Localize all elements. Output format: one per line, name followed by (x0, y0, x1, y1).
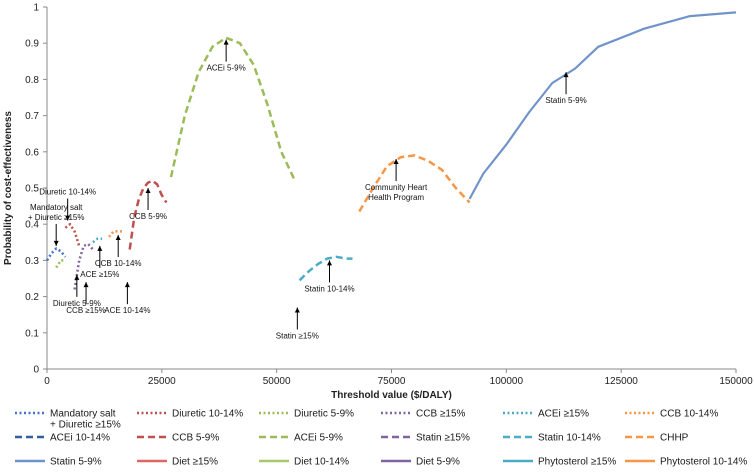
legend-label-16: Phytosterol ≥15% (538, 457, 616, 468)
y-tick-label: 0.2 (25, 292, 39, 303)
series-line-2 (55, 259, 66, 269)
y-tick-label: 0.1 (25, 328, 39, 339)
annotation-arrowhead (97, 245, 103, 251)
annotation-label: Diuretic 10-14% (39, 188, 96, 197)
legend-label-1: Diuretic 10-14% (172, 409, 243, 420)
series-line-0 (45, 247, 67, 262)
series-line-1 (64, 222, 81, 247)
annotation-arrowhead (83, 282, 89, 288)
y-tick-label: 0.3 (25, 256, 39, 267)
x-tick-label: 150000 (719, 376, 753, 387)
annotation-label: ACE 10-14% (104, 306, 150, 315)
annotations: Mandatory salt+ Diuretic ≥15% Diuretic 10… (28, 39, 587, 340)
series-line-7 (128, 179, 168, 250)
series-layer (45, 11, 737, 290)
annotation-arrowhead (115, 235, 121, 241)
legend-label-13: Diet ≥15% (172, 457, 218, 468)
annotation-label: ACEi 5-9% (207, 64, 246, 73)
y-tick-label: 0.7 (25, 111, 39, 122)
annotation-label: ACE ≥15% (80, 270, 119, 279)
annotation-label: Community Heart (365, 183, 428, 192)
annotation-arrowhead (145, 188, 151, 193)
x-tick-label: 125000 (604, 376, 638, 387)
series-line-11 (358, 154, 471, 213)
x-axis-title: Threshold value ($/DALY) (331, 390, 452, 401)
annotation-label: CCB 10-14% (95, 259, 142, 268)
series-line-4 (92, 237, 103, 244)
y-tick-label: 0.8 (25, 75, 39, 86)
annotation-arrowhead (124, 282, 130, 288)
legend-label-7: CCB 5-9% (172, 433, 219, 444)
x-tick-label: 75000 (378, 376, 406, 387)
annotation-label: Mandatory salt (30, 203, 83, 212)
y-tick-label: 0.5 (25, 184, 39, 195)
x-tick-label: 50000 (263, 376, 291, 387)
legend-label-9: Statin ≥15% (416, 433, 470, 444)
legend-label-17: Phytosterol 10-14% (660, 457, 747, 468)
legend-label-8: ACEi 5-9% (294, 433, 343, 444)
annotation-arrowhead (74, 274, 80, 280)
series-line-8 (169, 36, 297, 182)
legend-label-10: Statin 10-14% (538, 433, 601, 444)
legend-label-3: CCB ≥15% (416, 409, 466, 420)
legend-label-0: Mandatory salt + Diuretic ≥15% (50, 409, 121, 431)
annotation-label: Statin 10-14% (304, 284, 354, 293)
annotation-label: + Diuretic ≥15% (28, 213, 85, 222)
legend-label-14: Diet 10-14% (294, 457, 349, 468)
y-axis-title: Probability of cost-effectiveness (3, 111, 14, 265)
legend-label-4: ACEi ≥15% (538, 409, 589, 420)
series-line-3 (73, 242, 94, 290)
legend-label-line: Mandatory salt (50, 409, 116, 420)
annotation-label: Statin 5-9% (545, 96, 586, 105)
annotation-label: CCB 5-9% (129, 212, 167, 221)
y-tick-label: 0.9 (25, 39, 39, 50)
legend-label-6: ACEi 10-14% (50, 433, 110, 444)
annotation-arrowhead (326, 260, 332, 266)
annotation-arrowhead (223, 39, 229, 45)
legend-label-11: CHHP (660, 433, 689, 444)
legend-label-12: Statin 5-9% (50, 457, 102, 468)
x-tick-label: 25000 (148, 376, 176, 387)
annotation-arrowhead (563, 72, 569, 78)
x-tick-label: 0 (44, 376, 50, 387)
series-line-12 (468, 11, 737, 200)
x-tick-label: 100000 (490, 376, 524, 387)
y-tick-label: 0 (33, 365, 39, 376)
plot-area: 0 0.1 0.2 0.3 0.4 0.5 0.6 0.7 0.8 0.9 1 0 25000 50000… (3, 3, 753, 402)
y-tick-label: 0.4 (25, 220, 39, 231)
annotation-arrowhead (53, 240, 59, 246)
annotation-arrowhead (393, 159, 399, 165)
legend: Mandatory salt + Diuretic ≥15% Diuretic 10… (15, 409, 747, 468)
legend-label-line: + Diuretic ≥15% (50, 420, 121, 431)
annotation-arrowhead (65, 215, 71, 221)
legend-label-2: Diuretic 5-9% (294, 409, 354, 420)
legend-label-15: Diet 5-9% (416, 457, 460, 468)
y-tick-label: 1 (33, 3, 39, 14)
legend-label-5: CCB 10-14% (660, 409, 718, 420)
y-tick-label: 0.6 (25, 147, 39, 158)
annotation-label: Health Program (368, 193, 424, 202)
series-line-5 (108, 230, 123, 238)
annotation-label: Statin ≥15% (276, 331, 319, 340)
annotation-label: CCB ≥15% (66, 306, 106, 315)
series-line-10 (298, 255, 353, 282)
annotation-arrowhead (294, 307, 300, 313)
annotation-label: Diuretic 5-9% (53, 299, 101, 308)
